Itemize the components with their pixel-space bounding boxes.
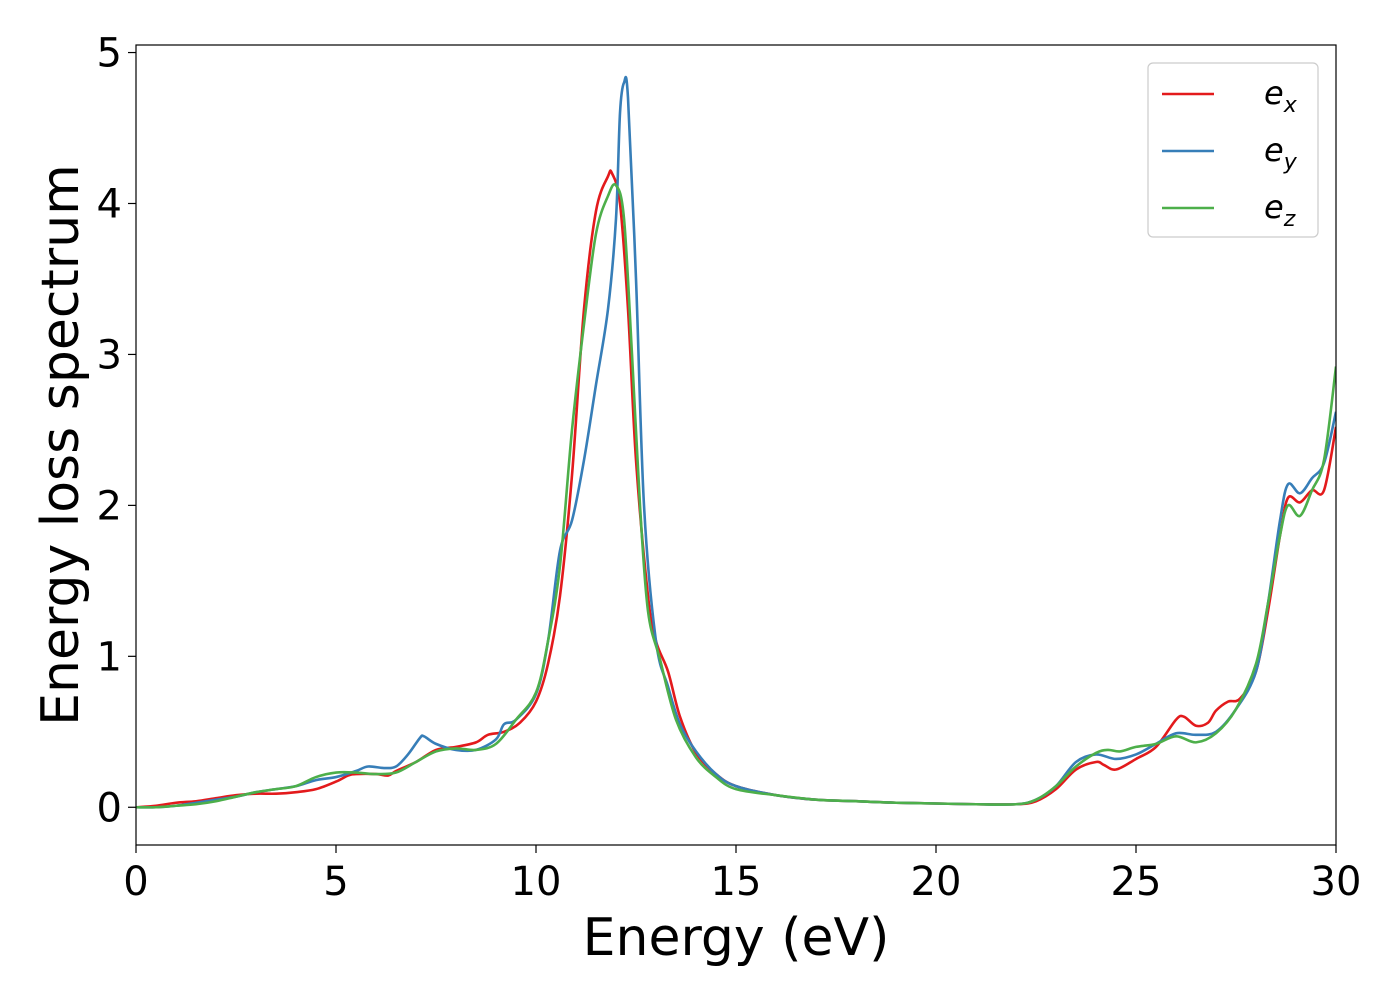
y-tick-label: 4 (97, 181, 122, 227)
x-tick-label: 30 (1311, 859, 1362, 905)
legend-box (1147, 62, 1319, 238)
x-tick-label: 15 (711, 859, 762, 905)
series-layer (136, 75, 1336, 809)
y-tick-label: 3 (97, 332, 122, 378)
y-tick-label: 1 (97, 634, 122, 680)
series-line-e-x (136, 169, 1336, 809)
x-tick-label: 0 (123, 859, 148, 905)
x-tick-label: 25 (1111, 859, 1162, 905)
x-tick-label: 10 (511, 859, 562, 905)
series-line-e-y (136, 75, 1336, 809)
x-tick-label: 20 (911, 859, 962, 905)
x-axis-ticks: 0 5 10 15 20 25 30 (123, 845, 1361, 905)
x-axis-label: Energy (eV) (583, 908, 890, 968)
y-tick-label: 5 (97, 31, 122, 77)
y-axis-label: Energy loss spectrum (31, 164, 91, 726)
y-axis-ticks: 0 1 2 3 4 5 (97, 31, 136, 831)
y-tick-label: 2 (97, 483, 122, 529)
series-line-e-z (136, 183, 1336, 809)
y-tick-label: 0 (97, 785, 122, 831)
x-tick-label: 5 (323, 859, 348, 905)
